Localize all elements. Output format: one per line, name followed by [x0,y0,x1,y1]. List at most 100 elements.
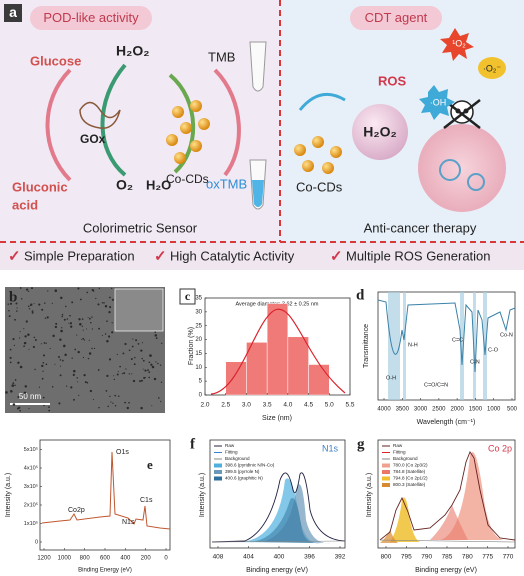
tem-particle [43,342,46,344]
y-label: Transmittance [363,324,370,368]
tem-particle [14,384,16,387]
x-tick-label: 2500 [432,407,446,413]
tem-particle [31,311,34,314]
tem-particle [12,403,16,406]
band-highlight [473,292,476,400]
check: ✓ [154,248,167,265]
tem-particle [38,303,41,306]
xps-survey [41,451,171,530]
y-tick-label: 0 [199,393,203,399]
tem-particle [154,334,158,337]
band-highlight [483,292,487,400]
tem-particle [38,386,41,388]
tem-particle [59,374,62,377]
peak-label: N1s [122,519,135,526]
x-tick-label: 1500 [469,407,483,413]
tem-particle [116,373,119,376]
tem-particle [84,381,87,384]
panel-title: Co 2p [488,443,512,453]
tem-particle [74,348,77,351]
band-label: C-N [470,359,480,365]
tem-particle [82,329,84,331]
tem-particle [111,298,114,301]
tem-particle [106,340,109,343]
tem-particle [98,406,100,409]
tem-particle [73,398,75,401]
tem-particle [112,402,114,404]
legend-label: 780.0 (Co 2p3/2) [393,463,428,468]
tem-particle [42,354,46,357]
tem-particle [42,396,45,399]
o2: O₂ [116,177,133,193]
tem-particle [48,409,51,412]
tem-particle [49,348,51,350]
panel-title: N1s [322,443,339,453]
legend-label: 399.5 (pyrrole N) [225,469,260,474]
background-line [379,539,516,543]
tem-particle [63,318,66,321]
tem-particle [15,302,18,305]
right-caption: Anti-cancer therapy [364,220,477,235]
check: ✓ [330,248,343,265]
tem-particle [59,365,62,367]
co-cds: Co-CDs [296,179,343,194]
tem-particle [111,331,114,334]
tem-particle [86,291,89,294]
x-tick-label: 790 [421,554,432,561]
tem-particle [71,357,73,359]
tem-particle [161,342,163,344]
tem-particle [31,287,33,290]
tem-particle [97,369,100,371]
band-label: C=O/C=N [424,382,448,388]
panel-label: c [185,289,191,303]
tem-particle [148,371,151,373]
tem-particle [14,318,16,321]
panel-label-box [4,4,22,22]
bar [225,361,247,396]
legend-label: Background [393,456,418,461]
x-tick-label: 0 [164,556,168,562]
tem-particle [108,310,111,314]
x-tick-label: 770 [503,554,514,561]
h2o2: H₂O₂ [116,43,149,59]
tem-particle [89,317,91,320]
band-label: Co-N [500,332,513,338]
right-title: CDT agent [365,10,428,25]
tem-particle [41,377,44,380]
feature: Multiple ROS Generation [346,248,491,263]
tmb: TMB [208,49,235,64]
tem-particle [40,343,42,345]
tem-particle [12,338,15,341]
tem-particle [34,339,37,341]
gox: GOx [80,132,106,146]
tem-particle [81,325,83,327]
tem-particle [33,336,36,339]
gox-enzyme [79,101,121,129]
legend-label: Fitting [225,450,238,455]
x-tick-label: 5.0 [325,402,334,409]
tem-particle [45,342,47,344]
tem-particle [135,339,138,342]
tem-particle [140,349,143,352]
tem-particle [121,373,124,375]
tem-particle [61,315,63,318]
tem-particle [98,327,101,330]
co-cds: Co-CDs [166,172,209,186]
tem-particle [23,328,25,330]
tem-particle [23,345,25,348]
tem-particle [91,288,94,292]
y-tick-label: 15 [195,351,202,357]
tem-particle [27,333,30,337]
tem-particle [73,369,76,373]
fit-peak [390,497,420,542]
tem-particle [142,368,144,370]
arrow [168,73,196,174]
tem-particle [124,401,126,404]
oxtmb: oxTMB [206,176,247,191]
x-tick-label: 2.0 [200,402,209,409]
y-tick-label: 25 [195,323,202,329]
panel-label: b [9,289,17,305]
tem-particle [28,408,30,410]
x-tick-label: 5.5 [345,402,354,409]
